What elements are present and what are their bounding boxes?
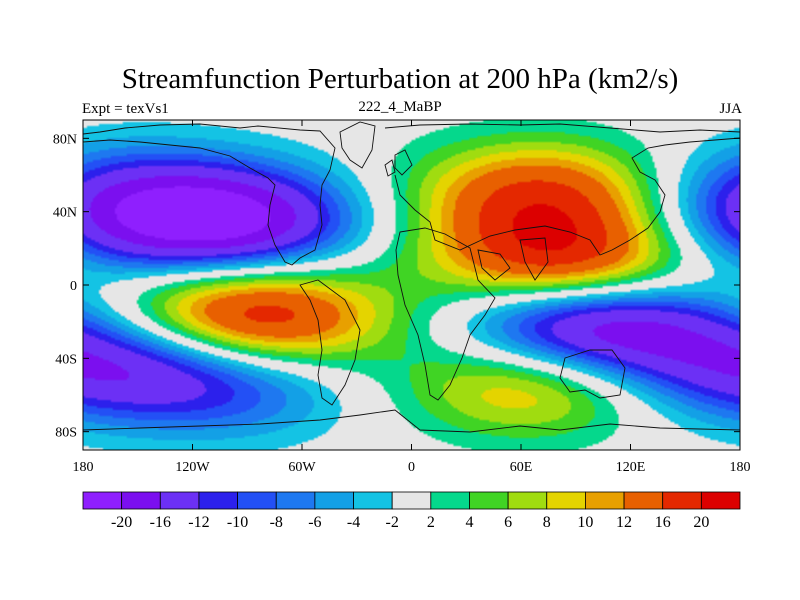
lon-tick-label: 60W [288,460,316,475]
colorbar-label: 8 [543,514,551,531]
lat-tick-label: 80S [55,426,77,441]
colorbar-swatch [546,491,586,510]
lon-tick-label: 60E [510,460,533,475]
colorbar-swatch [237,491,277,510]
colorbar-swatch [275,491,316,510]
plot-title: Streamfunction Perturbation at 200 hPa (… [121,63,679,95]
colorbar-swatch [507,491,548,510]
colorbar-label: 12 [616,514,632,531]
lat-tick-label: 0 [70,279,77,294]
colorbar-label: -4 [347,514,360,531]
colorbar-swatch [469,491,509,510]
case-label: 222_4_MaBP [358,99,442,115]
colorbar-label: 6 [504,514,512,531]
coastlines [83,121,740,433]
lon-tick-label: 120E [616,460,646,475]
colorbar-label: -8 [270,514,283,531]
colorbar-label: 4 [465,514,473,531]
season-label: JJA [719,101,742,117]
colorbar-swatch [82,491,123,510]
colorbar-swatch [198,491,238,510]
lat-tick-label: 40N [53,206,77,221]
colorbar-swatch [391,491,432,510]
colorbar-swatch [353,491,393,510]
colorbar-label: 16 [655,514,671,531]
colorbar-label: 20 [693,514,709,531]
lon-tick-label: 0 [408,460,415,475]
colorbar-label: 10 [577,514,593,531]
lon-tick-label: 180 [73,460,94,475]
lon-tick-label: 120W [175,460,210,475]
colorbar-label: -10 [227,514,248,531]
lat-tick-label: 40S [55,352,77,367]
colorbar-swatch [585,491,625,510]
lon-tick-label: 180 [730,460,751,475]
colorbar-label: -2 [386,514,399,531]
colorbar-label: -6 [308,514,321,531]
lat-tick-label: 80N [53,132,77,147]
colorbar-swatch [662,491,702,510]
experiment-label: Expt = texVs1 [82,101,169,117]
colorbar-label: -16 [150,514,171,531]
colorbar-swatch [623,491,664,510]
colorbar-swatch [700,491,741,510]
colorbar: -20 -16 -12 -10 -8 -6 -4 -2 2 4 6 8 10 12 16 20 [82,491,741,531]
colorbar-label: 2 [427,514,435,531]
colorbar-label: -12 [188,514,209,531]
colorbar-swatch [159,491,200,510]
colorbar-swatch [121,491,161,510]
colorbar-swatch [430,491,470,510]
colorbar-swatch [314,491,354,510]
colorbar-label: -20 [111,514,132,531]
contour-field [83,120,740,450]
